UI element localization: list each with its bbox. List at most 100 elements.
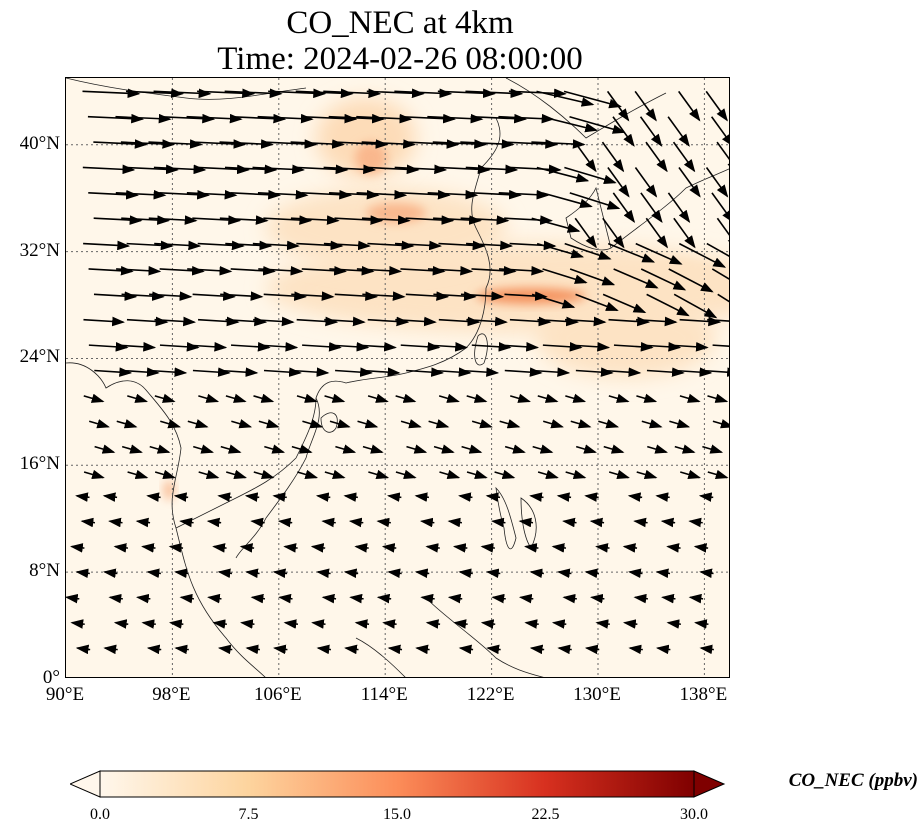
wind-arrow	[187, 342, 228, 352]
wind-arrow	[154, 393, 176, 403]
wind-arrow	[329, 342, 370, 352]
wind-arrow	[494, 469, 516, 480]
wind-arrow	[595, 543, 610, 553]
wind-arrow	[717, 293, 729, 303]
wind-arrow	[82, 164, 136, 175]
wind-arrow	[230, 342, 271, 352]
wind-arrow	[498, 113, 555, 124]
wind-arrow	[702, 367, 729, 377]
wind-arrow	[634, 90, 657, 122]
wind-arrow	[154, 316, 197, 327]
wind-arrow	[217, 644, 233, 655]
wind-arrow	[367, 164, 420, 175]
wind-arrow	[224, 88, 283, 99]
wind-arrow	[574, 217, 597, 249]
wind-arrow	[668, 268, 714, 293]
wind-arrow	[192, 291, 236, 301]
wind-arrow	[244, 492, 260, 502]
wind-arrow	[366, 88, 425, 99]
wind-arrow	[602, 217, 625, 249]
wind-arrow	[126, 316, 169, 327]
wind-arrow	[362, 444, 384, 454]
wind-arrow	[641, 342, 682, 352]
wind-arrow	[531, 217, 581, 233]
wind-arrow	[395, 316, 437, 327]
wind-arrow	[149, 444, 171, 454]
wind-arrow	[509, 240, 557, 251]
wind-arrow	[480, 619, 496, 629]
wind-arrow	[149, 367, 188, 377]
wind-arrow	[427, 265, 474, 276]
wind-arrow	[116, 342, 157, 352]
wind-arrow	[220, 367, 259, 377]
wind-arrow	[219, 215, 269, 225]
wind-arrow	[278, 593, 293, 604]
wind-arrow	[419, 517, 435, 528]
wind-arrow	[705, 90, 728, 122]
wind-arrow	[414, 568, 430, 579]
wind-arrow	[425, 543, 440, 553]
wind-arrow	[82, 88, 141, 99]
wind-arrow	[174, 568, 189, 579]
wind-arrow	[212, 543, 227, 553]
wind-arrow	[438, 393, 460, 403]
wind-arrow	[148, 215, 198, 225]
wind-vectors	[66, 88, 729, 655]
wind-arrow	[503, 139, 559, 149]
wind-arrow	[622, 619, 638, 629]
wind-arrow	[116, 265, 162, 276]
wind-arrow	[628, 644, 643, 655]
plume-hotspot-4	[164, 480, 174, 500]
wind-arrow	[395, 393, 417, 403]
wind-arrow	[315, 492, 331, 502]
wind-arrow	[622, 543, 638, 553]
wind-arrow	[382, 619, 397, 629]
wind-arrow	[253, 469, 275, 480]
wind-arrow	[168, 619, 184, 629]
wind-arrow	[225, 240, 273, 251]
wind-arrow	[529, 644, 545, 655]
gridlines	[66, 78, 729, 677]
wind-arrow	[438, 316, 481, 327]
wind-arrow	[135, 593, 151, 604]
wind-arrow	[641, 419, 663, 429]
wind-arrow	[258, 419, 280, 429]
coast-indochina-west	[66, 362, 266, 677]
wind-arrow	[354, 543, 369, 553]
x-tick-label: 90°E	[45, 684, 85, 705]
colorbar-tick-label: 15.0	[383, 806, 411, 823]
wind-arrow	[680, 469, 701, 480]
concentration-field	[164, 98, 729, 500]
wind-arrow	[191, 139, 247, 149]
wind-arrow	[498, 189, 550, 200]
wind-arrow	[532, 367, 571, 377]
wind-arrow	[197, 316, 240, 327]
wind-arrow	[108, 517, 123, 528]
wind-arrow	[661, 593, 676, 604]
wind-arrow	[608, 469, 630, 480]
x-tick-label: 106°E	[253, 684, 302, 705]
wind-arrow	[565, 393, 587, 403]
wind-arrow	[556, 492, 572, 502]
wind-arrow	[438, 240, 486, 251]
wind-arrow	[575, 444, 597, 454]
wind-arrow	[149, 291, 193, 301]
wind-arrow	[646, 293, 690, 317]
wind-arrow	[564, 242, 612, 260]
wind-arrow	[387, 644, 403, 655]
colorbar-tick-label: 0.0	[90, 806, 110, 823]
wind-arrow	[75, 644, 91, 655]
wind-arrow	[263, 215, 313, 225]
wind-arrow	[354, 619, 370, 629]
wind-arrow	[257, 189, 309, 200]
wind-arrow	[283, 619, 299, 629]
wind-arrow	[87, 113, 145, 124]
wind-arrow	[70, 619, 85, 629]
wind-arrow	[394, 88, 453, 99]
wind-arrow	[541, 115, 598, 133]
wind-arrow	[102, 492, 118, 502]
wind-arrow	[295, 164, 349, 175]
plume-band-sea	[536, 298, 716, 378]
wind-arrow	[466, 469, 488, 480]
wind-arrow	[589, 517, 605, 528]
